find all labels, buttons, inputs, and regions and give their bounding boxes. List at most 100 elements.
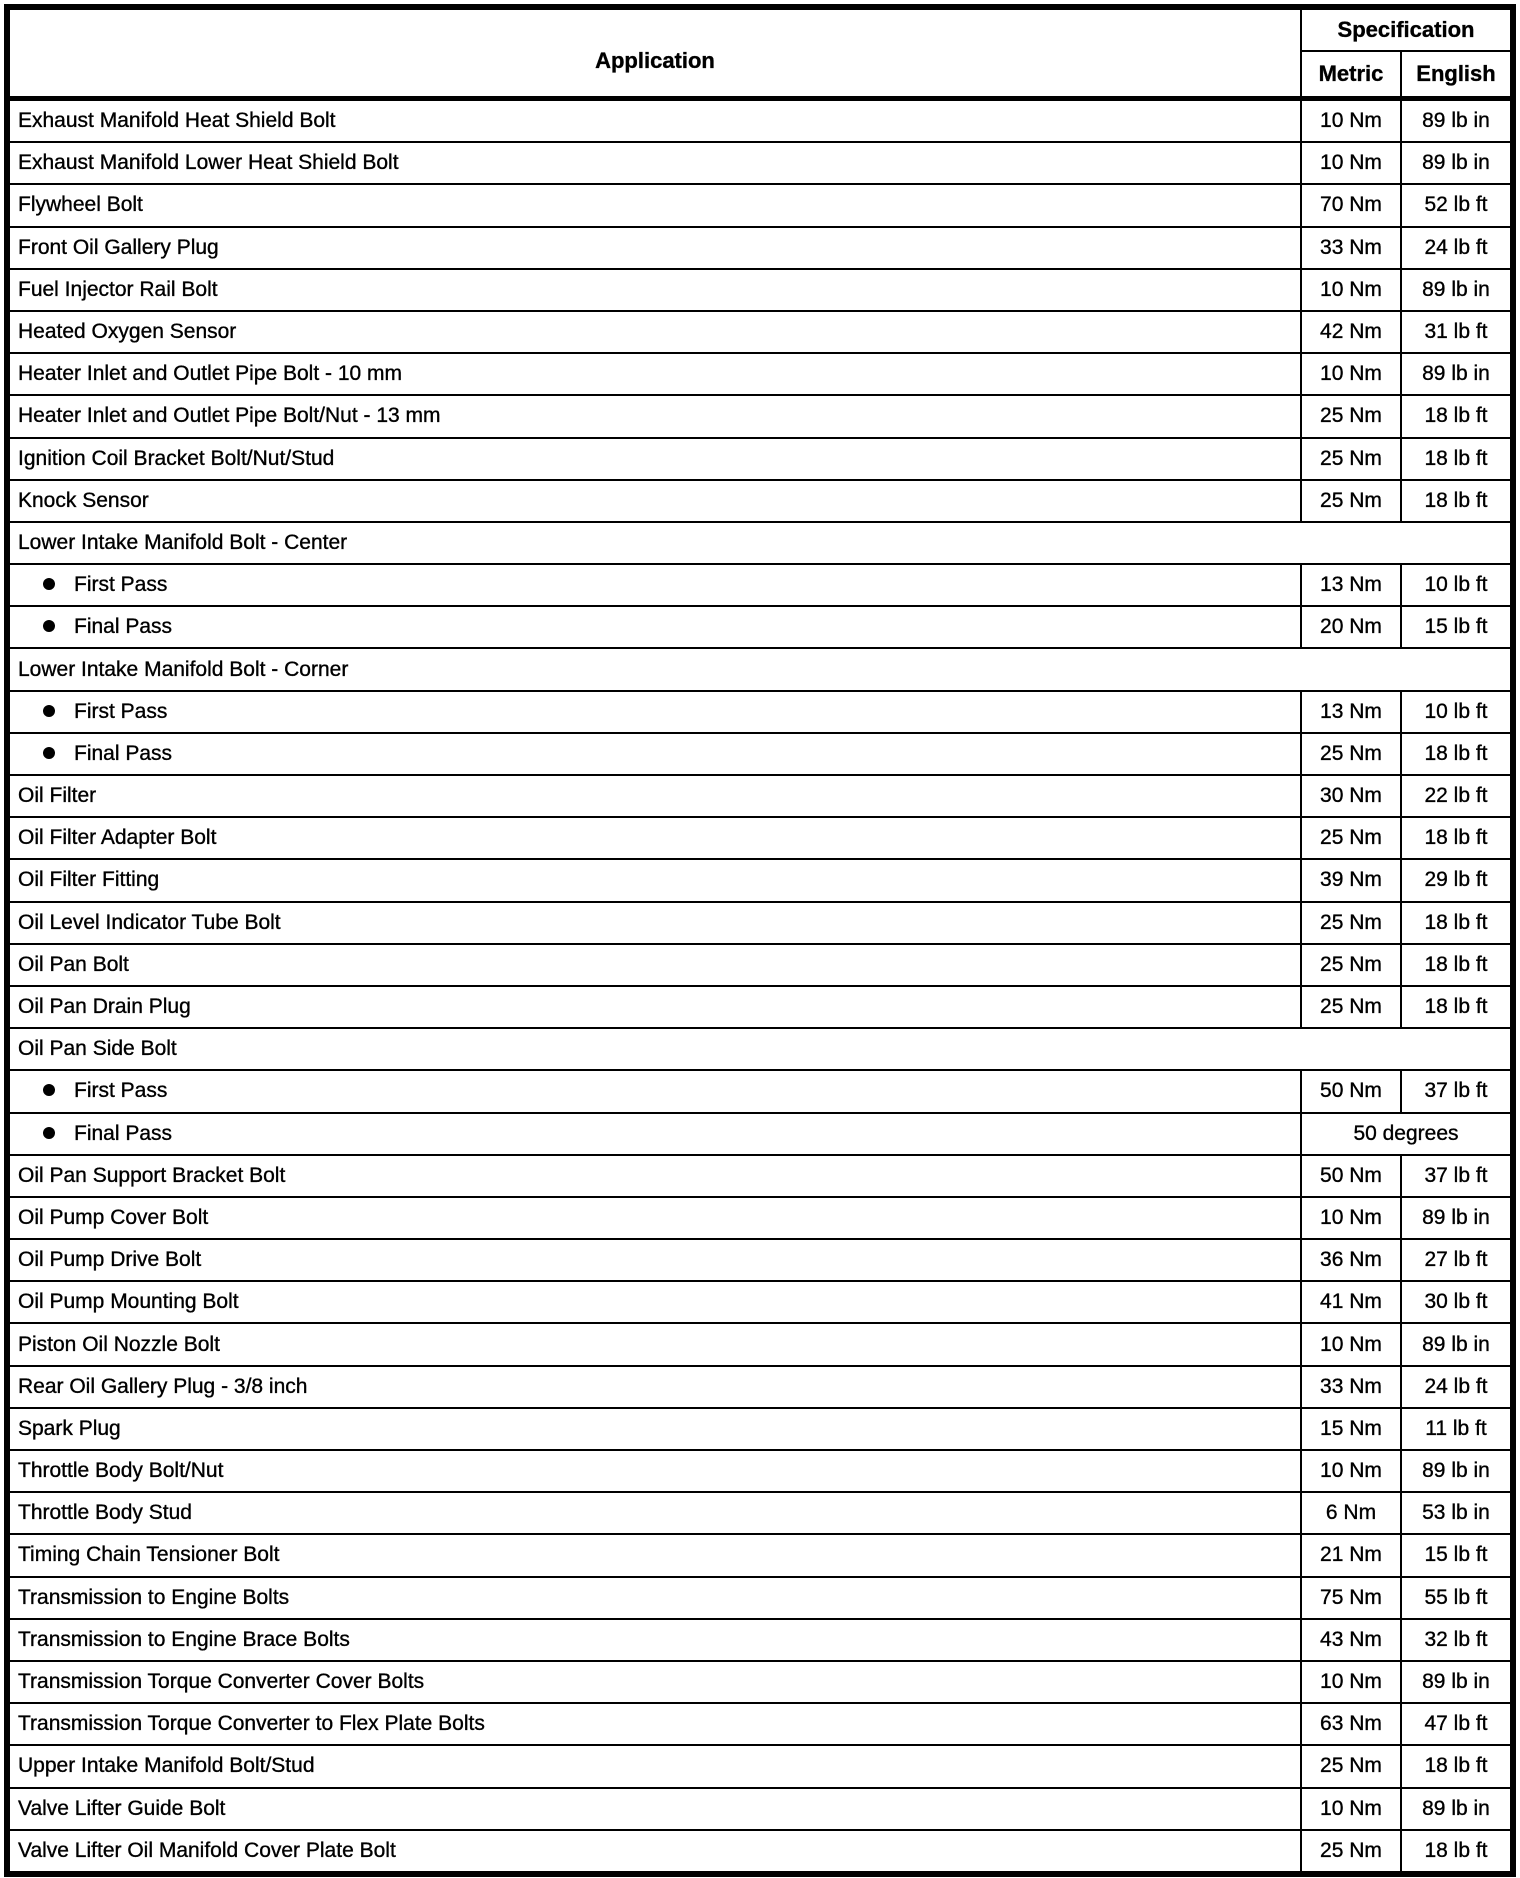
section-label: Lower Intake Manifold Bolt - Center (6, 520, 1514, 566)
metric-value: 10 Nm (1299, 1448, 1402, 1494)
application-cell: Fuel Injector Rail Bolt (6, 267, 1302, 312)
table-row: Timing Chain Tensioner Bolt 21 Nm 15 lb ft (6, 1533, 1515, 1578)
torque-spec-table: Application Specification Metric English… (4, 4, 1516, 1877)
table-row: Oil Pan Bolt 25 Nm 18 lb ft (6, 942, 1515, 987)
sub-step-label: First Pass (74, 573, 168, 597)
metric-value: 41 Nm (1299, 1280, 1402, 1325)
sub-step-label: Final Pass (74, 615, 173, 639)
english-value: 15 lb ft (1399, 605, 1515, 650)
application-cell: Transmission to Engine Brace Bolts (6, 1617, 1302, 1662)
sub-step-label: First Pass (74, 699, 168, 723)
table-row: Heated Oxygen Sensor 42 Nm 31 lb ft (6, 309, 1515, 355)
section-row: Lower Intake Manifold Bolt - Corner (6, 647, 1514, 692)
table-row: Transmission Torque Converter to Flex Pl… (6, 1702, 1515, 1747)
bullet-icon (43, 578, 55, 591)
english-value: 89 lb in (1399, 1659, 1515, 1705)
english-value: 18 lb ft (1399, 816, 1515, 861)
table-row: Knock Sensor 25 Nm 18 lb ft (6, 478, 1515, 523)
header-row-units: Metric English (7, 50, 1515, 101)
application-cell: Oil Pump Drive Bolt (6, 1238, 1302, 1283)
bullet-icon (43, 746, 55, 759)
table-row: Oil Filter Fitting 39 Nm 29 lb ft (6, 858, 1515, 903)
bullet-icon (43, 620, 55, 633)
english-column-header: English (1399, 50, 1515, 101)
table-row: Throttle Body Stud 6 Nm 53 lb in (6, 1491, 1515, 1536)
sub-step-row: Final Pass 50 degrees (6, 1111, 1515, 1156)
table-row: Valve Lifter Guide Bolt 10 Nm 89 lb in (6, 1786, 1515, 1831)
english-value: 18 lb ft (1399, 1828, 1515, 1875)
application-cell: Oil Pump Mounting Bolt (6, 1280, 1302, 1325)
metric-value: 75 Nm (1299, 1575, 1402, 1620)
metric-value: 21 Nm (1299, 1533, 1402, 1578)
english-value: 15 lb ft (1399, 1533, 1515, 1578)
metric-value: 25 Nm (1299, 816, 1402, 861)
english-value: 10 lb ft (1399, 689, 1515, 734)
application-cell: Flywheel Bolt (6, 183, 1302, 228)
table-body: Exhaust Manifold Heat Shield Bolt 10 Nm 89… (6, 97, 1515, 1875)
application-cell: Transmission to Engine Bolts (6, 1575, 1302, 1620)
metric-value: 70 Nm (1299, 183, 1402, 228)
english-value: 89 lb in (1399, 141, 1515, 186)
table-row: Oil Pump Drive Bolt 36 Nm 27 lb ft (6, 1238, 1515, 1283)
metric-value: 10 Nm (1299, 1322, 1402, 1367)
english-value: 18 lb ft (1399, 900, 1515, 945)
english-value: 29 lb ft (1399, 858, 1515, 903)
english-value: 24 lb ft (1399, 1364, 1515, 1409)
english-value: 32 lb ft (1399, 1617, 1515, 1662)
application-cell: Final Pass (6, 1111, 1302, 1156)
english-value: 24 lb ft (1399, 225, 1515, 270)
application-cell: Timing Chain Tensioner Bolt (6, 1533, 1302, 1578)
sub-step-row: First Pass 13 Nm 10 lb ft (6, 563, 1515, 608)
application-cell: Throttle Body Stud (6, 1491, 1302, 1536)
application-cell: Oil Pan Support Bracket Bolt (6, 1153, 1302, 1198)
application-cell: Front Oil Gallery Plug (6, 225, 1302, 270)
metric-value: 25 Nm (1299, 478, 1402, 523)
application-cell: Valve Lifter Oil Manifold Cover Plate Bo… (6, 1828, 1302, 1875)
header-row-specification: Application Specification (6, 6, 1515, 101)
metric-value: 25 Nm (1299, 900, 1402, 945)
english-value: 52 lb ft (1399, 183, 1515, 228)
english-value: 18 lb ft (1399, 731, 1515, 777)
application-cell: Throttle Body Bolt/Nut (6, 1448, 1302, 1494)
metric-value: 10 Nm (1299, 267, 1402, 312)
application-cell: Knock Sensor (6, 478, 1302, 523)
table-row: Oil Pump Mounting Bolt 41 Nm 30 lb ft (6, 1280, 1515, 1325)
english-value: 30 lb ft (1399, 1280, 1515, 1325)
english-value: 89 lb in (1399, 267, 1515, 312)
english-value: 55 lb ft (1399, 1575, 1515, 1620)
application-cell: Oil Pump Cover Bolt (6, 1195, 1302, 1241)
section-label: Oil Pan Side Bolt (6, 1027, 1514, 1072)
application-cell: Upper Intake Manifold Bolt/Stud (6, 1744, 1302, 1789)
english-value: 27 lb ft (1399, 1238, 1515, 1283)
bullet-icon (43, 1084, 55, 1097)
english-value: 89 lb in (1399, 1195, 1515, 1241)
english-value: 18 lb ft (1399, 984, 1515, 1030)
metric-value: 25 Nm (1299, 436, 1402, 481)
metric-value: 10 Nm (1299, 97, 1402, 144)
metric-value: 25 Nm (1299, 394, 1402, 439)
english-value: 89 lb in (1399, 1322, 1515, 1367)
table-row: Fuel Injector Rail Bolt 10 Nm 89 lb in (6, 267, 1515, 312)
table-row: Heater Inlet and Outlet Pipe Bolt/Nut - … (6, 394, 1515, 439)
application-cell: First Pass (6, 689, 1302, 734)
table-row: Oil Filter 30 Nm 22 lb ft (6, 773, 1515, 819)
metric-value: 15 Nm (1299, 1406, 1402, 1452)
metric-value: 43 Nm (1299, 1617, 1402, 1662)
application-cell: Heater Inlet and Outlet Pipe Bolt - 10 m… (6, 352, 1302, 397)
table-row: Oil Level Indicator Tube Bolt 25 Nm 18 lb … (6, 900, 1515, 945)
metric-value: 50 Nm (1299, 1153, 1402, 1198)
sub-step-row: First Pass 13 Nm 10 lb ft (6, 689, 1515, 734)
english-value: 37 lb ft (1399, 1153, 1515, 1198)
application-cell: Oil Filter (6, 773, 1302, 819)
sub-step-label: First Pass (74, 1079, 168, 1103)
table-row: Transmission Torque Converter Cover Bolt… (6, 1659, 1515, 1705)
section-row: Lower Intake Manifold Bolt - Center (6, 520, 1514, 566)
application-cell: Valve Lifter Guide Bolt (6, 1786, 1302, 1831)
table-row: Heater Inlet and Outlet Pipe Bolt - 10 m… (6, 352, 1515, 397)
table-row: Oil Pan Support Bracket Bolt 50 Nm 37 lb f… (6, 1153, 1515, 1198)
english-value: 18 lb ft (1399, 1744, 1515, 1789)
english-value: 10 lb ft (1399, 563, 1515, 608)
table-row: Transmission to Engine Brace Bolts 43 Nm 3… (6, 1617, 1515, 1662)
sub-step-row: First Pass 50 Nm 37 lb ft (6, 1069, 1515, 1114)
